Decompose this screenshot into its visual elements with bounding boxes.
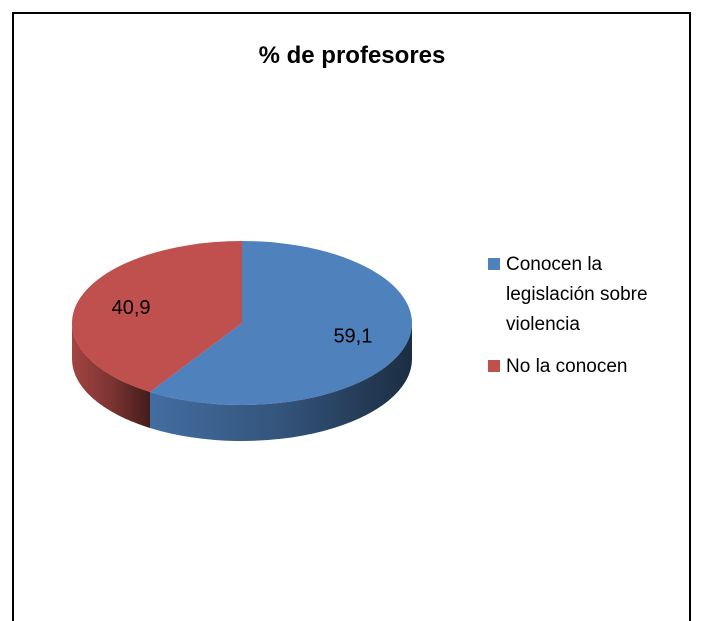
legend-swatch xyxy=(488,360,500,372)
chart-frame xyxy=(12,12,691,621)
legend-label: Conocen la legislación sobre violencia xyxy=(506,254,648,335)
legend-item: No la conocen xyxy=(488,352,688,382)
slice-side-shade xyxy=(150,323,412,442)
slice xyxy=(150,241,412,406)
legend-item: Conocen la legislación sobre violencia xyxy=(488,250,688,340)
slice-side-shade xyxy=(71,323,151,428)
data-label: 59,1 xyxy=(333,326,372,348)
legend-swatch xyxy=(488,258,500,270)
data-label: 40,9 xyxy=(112,297,151,319)
chart-title: % de profesores xyxy=(258,42,446,69)
legend: Conocen la legislación sobre violencia No… xyxy=(488,250,688,394)
slice xyxy=(72,241,242,392)
legend-label: No la conocen xyxy=(506,356,628,377)
